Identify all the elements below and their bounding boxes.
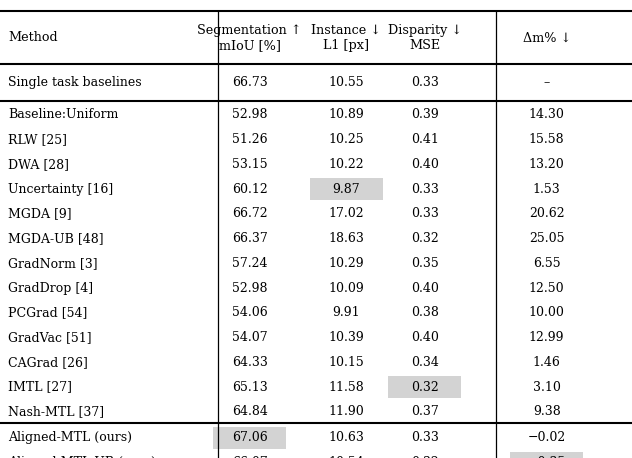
Text: 1.53: 1.53 xyxy=(533,183,561,196)
Text: 0.33: 0.33 xyxy=(411,431,439,444)
Text: 57.24: 57.24 xyxy=(232,257,267,270)
Text: 51.26: 51.26 xyxy=(232,133,267,146)
Text: Uncertainty [16]: Uncertainty [16] xyxy=(8,183,114,196)
Text: 3.10: 3.10 xyxy=(533,381,561,393)
Text: −0.35: −0.35 xyxy=(528,456,566,458)
Text: 0.33: 0.33 xyxy=(411,76,439,89)
Bar xyxy=(511,452,583,458)
Bar xyxy=(310,178,383,200)
Text: Instance ↓
L1 [px]: Instance ↓ L1 [px] xyxy=(312,24,381,52)
Text: 66.07: 66.07 xyxy=(232,456,267,458)
Text: 0.35: 0.35 xyxy=(411,257,439,270)
Text: −0.02: −0.02 xyxy=(528,431,566,444)
Text: Aligned-MTL-UB (ours): Aligned-MTL-UB (ours) xyxy=(8,456,156,458)
Text: Nash-MTL [37]: Nash-MTL [37] xyxy=(8,405,104,418)
Text: 64.33: 64.33 xyxy=(232,356,267,369)
Text: 11.58: 11.58 xyxy=(329,381,364,393)
Text: 66.73: 66.73 xyxy=(232,76,267,89)
Text: 14.30: 14.30 xyxy=(529,109,564,121)
Text: 66.72: 66.72 xyxy=(232,207,267,220)
Text: Baseline:Uniform: Baseline:Uniform xyxy=(8,109,119,121)
Text: 0.33: 0.33 xyxy=(411,207,439,220)
Text: 0.32: 0.32 xyxy=(411,456,439,458)
Text: 53.15: 53.15 xyxy=(232,158,267,171)
Text: 0.32: 0.32 xyxy=(411,381,439,393)
Text: GradVac [51]: GradVac [51] xyxy=(8,331,92,344)
Text: 0.37: 0.37 xyxy=(411,405,439,418)
Text: 12.50: 12.50 xyxy=(529,282,564,294)
Text: 0.32: 0.32 xyxy=(411,232,439,245)
Text: 25.05: 25.05 xyxy=(529,232,564,245)
Text: 10.09: 10.09 xyxy=(329,282,364,294)
Text: 10.29: 10.29 xyxy=(329,257,364,270)
Text: DWA [28]: DWA [28] xyxy=(8,158,70,171)
Text: 0.38: 0.38 xyxy=(411,306,439,319)
Text: 10.25: 10.25 xyxy=(329,133,364,146)
Text: 10.22: 10.22 xyxy=(329,158,364,171)
Text: Single task baselines: Single task baselines xyxy=(8,76,142,89)
Text: GradNorm [3]: GradNorm [3] xyxy=(8,257,98,270)
Bar xyxy=(388,376,461,398)
Text: 13.20: 13.20 xyxy=(529,158,564,171)
Text: 52.98: 52.98 xyxy=(232,282,267,294)
Text: 12.99: 12.99 xyxy=(529,331,564,344)
Text: 18.63: 18.63 xyxy=(329,232,364,245)
Text: 17.02: 17.02 xyxy=(329,207,364,220)
Bar xyxy=(214,427,286,449)
Text: 0.40: 0.40 xyxy=(411,282,439,294)
Text: 0.34: 0.34 xyxy=(411,356,439,369)
Text: 0.41: 0.41 xyxy=(411,133,439,146)
Text: 64.84: 64.84 xyxy=(232,405,267,418)
Text: 9.87: 9.87 xyxy=(332,183,360,196)
Text: 54.06: 54.06 xyxy=(232,306,267,319)
Text: 20.62: 20.62 xyxy=(529,207,564,220)
Text: 10.63: 10.63 xyxy=(329,431,364,444)
Text: 65.13: 65.13 xyxy=(232,381,267,393)
Text: 9.38: 9.38 xyxy=(533,405,561,418)
Text: GradDrop [4]: GradDrop [4] xyxy=(8,282,94,294)
Text: 11.90: 11.90 xyxy=(329,405,364,418)
Text: 54.07: 54.07 xyxy=(232,331,267,344)
Text: 15.58: 15.58 xyxy=(529,133,564,146)
Text: 10.89: 10.89 xyxy=(329,109,364,121)
Text: 6.55: 6.55 xyxy=(533,257,561,270)
Text: 10.54: 10.54 xyxy=(329,456,364,458)
Text: Δm% ↓: Δm% ↓ xyxy=(523,31,571,44)
Text: RLW [25]: RLW [25] xyxy=(8,133,67,146)
Text: Method: Method xyxy=(8,31,58,44)
Text: 0.40: 0.40 xyxy=(411,331,439,344)
Text: 0.40: 0.40 xyxy=(411,158,439,171)
Text: 10.15: 10.15 xyxy=(329,356,364,369)
Text: 67.06: 67.06 xyxy=(232,431,267,444)
Text: 0.33: 0.33 xyxy=(411,183,439,196)
Text: 10.39: 10.39 xyxy=(329,331,364,344)
Text: 1.46: 1.46 xyxy=(533,356,561,369)
Text: CAGrad [26]: CAGrad [26] xyxy=(8,356,88,369)
Text: MGDA-UB [48]: MGDA-UB [48] xyxy=(8,232,104,245)
Text: 10.55: 10.55 xyxy=(329,76,364,89)
Text: Segmentation ↑
mIoU [%]: Segmentation ↑ mIoU [%] xyxy=(197,24,302,52)
Text: IMTL [27]: IMTL [27] xyxy=(8,381,72,393)
Text: 66.37: 66.37 xyxy=(232,232,267,245)
Text: –: – xyxy=(544,76,550,89)
Text: 52.98: 52.98 xyxy=(232,109,267,121)
Text: 60.12: 60.12 xyxy=(232,183,267,196)
Text: PCGrad [54]: PCGrad [54] xyxy=(8,306,88,319)
Text: 10.00: 10.00 xyxy=(529,306,564,319)
Text: 0.39: 0.39 xyxy=(411,109,439,121)
Text: Disparity ↓
MSE: Disparity ↓ MSE xyxy=(387,24,462,52)
Text: 9.91: 9.91 xyxy=(332,306,360,319)
Text: Aligned-MTL (ours): Aligned-MTL (ours) xyxy=(8,431,132,444)
Text: MGDA [9]: MGDA [9] xyxy=(8,207,72,220)
